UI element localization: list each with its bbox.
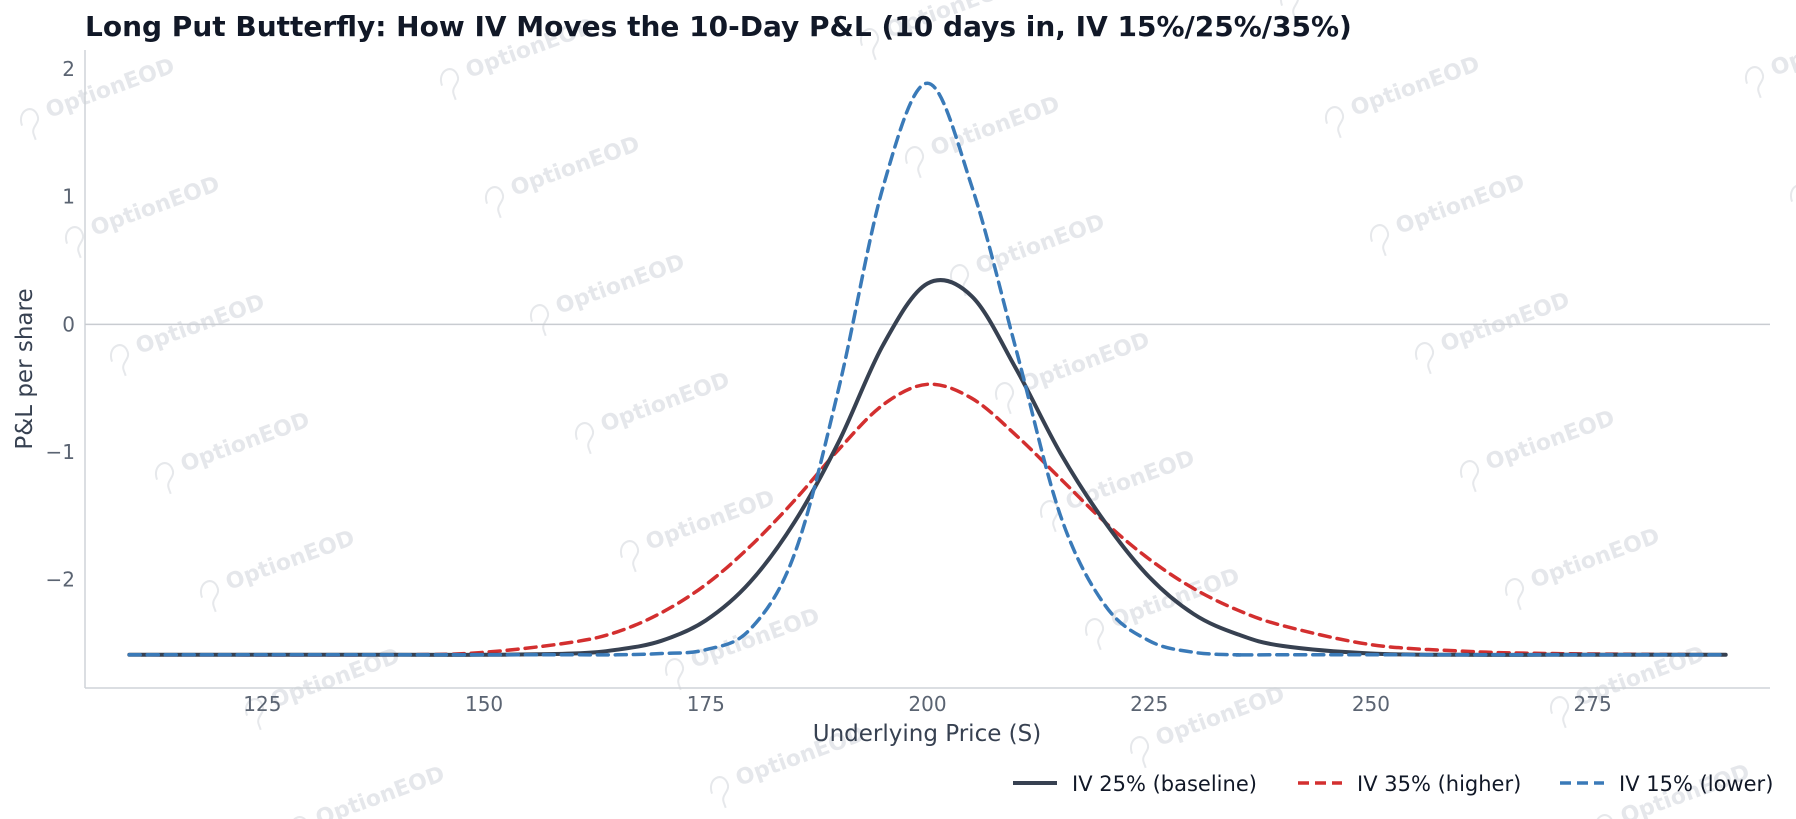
watermark-logo-icon [289, 816, 310, 819]
watermark: OptionEOD [619, 486, 779, 573]
watermark-text: OptionEOD [1153, 682, 1289, 752]
watermark-text: OptionEOD [313, 762, 449, 819]
watermark-text: OptionEOD [508, 132, 644, 202]
x-tick-label: 150 [465, 692, 503, 716]
watermark-text: OptionEOD [1018, 328, 1154, 398]
y-axis-label: P&L per share [12, 288, 38, 449]
watermark: OptionEOD [1039, 446, 1199, 533]
watermark: OptionEOD [1459, 406, 1619, 493]
watermark-logo-icon [439, 68, 460, 101]
watermark: OptionEOD [19, 54, 178, 141]
watermark-logo-icon [1459, 460, 1480, 493]
watermark-logo-icon [709, 776, 730, 809]
watermark-text: OptionEOD [553, 250, 689, 320]
watermark: OptionEOD [64, 172, 224, 259]
watermark-logo-icon [1084, 618, 1105, 651]
watermark-logo-icon [19, 108, 40, 141]
watermark-text: OptionEOD [0, 0, 133, 6]
watermark-logo-icon [1549, 696, 1570, 729]
watermark: OptionEOD [109, 290, 268, 377]
y-tick-label: −1 [46, 440, 75, 464]
x-axis-label: Underlying Price (S) [813, 721, 1041, 747]
watermark-text: OptionEOD [1768, 12, 1796, 82]
watermark: OptionEOD [484, 132, 644, 219]
y-tick-label: 0 [62, 312, 75, 336]
watermark: OptionEOD [154, 408, 314, 495]
watermark: OptionEOD [664, 604, 824, 691]
series-line-iv35-higher [127, 382, 1728, 657]
watermark: OptionEOD [574, 368, 734, 455]
watermark-logo-icon [484, 186, 505, 219]
chart-title: Long Put Butterfly: How IV Moves the 10-… [85, 10, 1352, 43]
watermark-logo-icon [154, 462, 175, 495]
watermark-logo-icon [64, 226, 85, 259]
watermark-logo-icon [199, 580, 220, 613]
watermark-logo-icon [1744, 66, 1765, 99]
watermark: OptionEOD [1414, 288, 1574, 375]
y-tick-label: −2 [46, 568, 75, 592]
watermark: OptionEOD [529, 250, 689, 337]
watermark-text: OptionEOD [1348, 52, 1484, 122]
series-layer [127, 81, 1728, 657]
series-line-iv15-lower [127, 81, 1728, 657]
watermark-text: OptionEOD [178, 408, 314, 478]
watermark: OptionEOD [904, 92, 1064, 179]
watermark-text: OptionEOD [88, 172, 224, 242]
watermark-logo-icon [619, 540, 640, 573]
watermark-text: OptionEOD [1438, 288, 1574, 358]
watermark-logo-icon [1594, 814, 1615, 819]
watermark-text: OptionEOD [1393, 170, 1529, 240]
watermark-logo-icon [904, 146, 925, 179]
y-tick-label: 1 [62, 185, 75, 209]
x-tick-label: 175 [687, 692, 725, 716]
watermark-text: OptionEOD [928, 92, 1064, 162]
legend-label-baseline: IV 25% (baseline) [1072, 772, 1257, 796]
watermark-logo-icon [1369, 224, 1390, 257]
watermark-logo-icon [1279, 0, 1300, 21]
watermark-logo-icon [994, 382, 1015, 415]
watermark-text: OptionEOD [973, 210, 1109, 280]
legend-label-higher: IV 35% (higher) [1357, 772, 1521, 796]
watermark-logo-icon [664, 658, 685, 691]
x-tick-label: 250 [1352, 692, 1390, 716]
watermark-logo-icon [244, 698, 265, 731]
watermark: OptionEOD [1744, 12, 1796, 99]
watermark-logo-icon [1414, 342, 1435, 375]
watermark-logo-icon [1324, 106, 1345, 139]
y-tick-label: 2 [62, 57, 75, 81]
x-tick-label: 125 [243, 692, 281, 716]
legend-label-lower: IV 15% (lower) [1619, 772, 1773, 796]
watermark: OptionEOD [949, 210, 1109, 297]
watermark: OptionEOD [199, 526, 359, 613]
x-tick-label: 200 [908, 692, 946, 716]
watermark-text: OptionEOD [598, 368, 734, 438]
watermark: OptionEOD [289, 762, 449, 819]
watermark-text: OptionEOD [223, 526, 359, 596]
watermark-logo-icon [529, 304, 550, 337]
y-tick-labels: −2 −1 0 1 2 [46, 57, 75, 591]
watermark: OptionEOD [1504, 524, 1664, 611]
watermark-text: OptionEOD [1063, 446, 1199, 516]
legend: IV 25% (baseline) IV 35% (higher) IV 15%… [1013, 772, 1773, 796]
x-tick-label: 275 [1574, 692, 1612, 716]
watermark-logo-icon [109, 344, 130, 377]
watermark-logo-icon [1789, 184, 1796, 217]
watermark-logo-icon [859, 28, 880, 61]
watermark-text: OptionEOD [1483, 406, 1619, 476]
watermark: OptionEOD [1324, 52, 1484, 139]
watermark: OptionEOD [1789, 184, 1796, 217]
watermark: OptionEOD [1369, 170, 1529, 257]
watermark-text: OptionEOD [1303, 0, 1439, 4]
watermark-logo-icon [949, 264, 970, 297]
x-tick-labels: 125 150 175 200 225 250 275 [243, 692, 1611, 716]
watermark-logo-icon [1129, 736, 1150, 769]
x-tick-label: 225 [1130, 692, 1168, 716]
watermark-text: OptionEOD [1528, 524, 1664, 594]
watermark-logo-icon [1504, 578, 1525, 611]
watermark-text: OptionEOD [688, 604, 824, 674]
watermark-text: OptionEOD [643, 486, 779, 556]
watermark-logo-icon [574, 422, 595, 455]
